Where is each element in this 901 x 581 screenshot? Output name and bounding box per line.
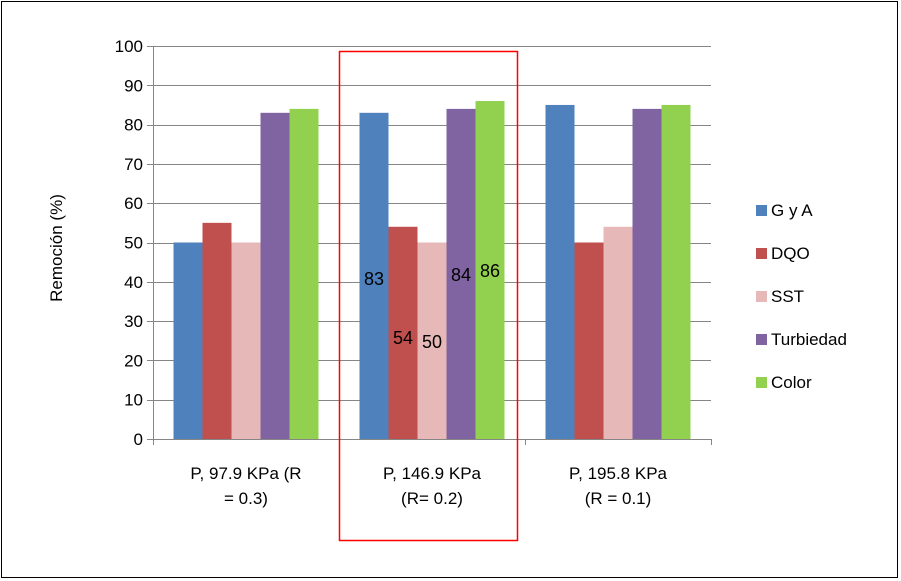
y-axis-title: Remoción (%) [47, 194, 66, 302]
y-tick-label: 40 [124, 273, 143, 292]
category-label: P, 97.9 KPa (R [190, 464, 301, 483]
category-label: P, 195.8 KPa [569, 464, 668, 483]
bar [289, 108, 319, 439]
bar [173, 242, 203, 439]
legend-label: DQO [771, 244, 810, 263]
legend-label: SST [771, 287, 804, 306]
legend-label: G y A [771, 201, 813, 220]
y-tick-label: 50 [124, 234, 143, 253]
data-label: 54 [393, 328, 413, 348]
bar [202, 222, 232, 439]
legend-label: Turbiedad [771, 330, 847, 349]
y-tick-label: 90 [124, 76, 143, 95]
data-label: 84 [451, 265, 471, 285]
bar [359, 112, 389, 439]
y-tick-label: 10 [124, 391, 143, 410]
bar [446, 108, 476, 439]
legend-swatch [756, 205, 767, 216]
y-tick-label: 20 [124, 351, 143, 370]
data-label: 83 [364, 269, 384, 289]
data-label: 86 [480, 261, 500, 281]
category-label: (R = 0.1) [585, 489, 652, 508]
y-tick-label: 60 [124, 194, 143, 213]
legend-swatch [756, 377, 767, 388]
bar [475, 101, 505, 440]
bar [388, 226, 418, 439]
bar [417, 242, 447, 439]
data-labels: 83 54 50 84 86 [364, 261, 500, 352]
legend-label: Color [771, 373, 812, 392]
category-labels: P, 97.9 KPa (R = 0.3) P, 146.9 KPa (R= 0.2)… [190, 464, 667, 508]
data-label: 50 [422, 332, 442, 352]
axes [147, 46, 712, 445]
legend-swatch [756, 334, 767, 345]
bar [545, 104, 575, 439]
y-tick-label: 100 [115, 37, 143, 56]
bar [632, 108, 662, 439]
legend: G y A DQO SST Turbiedad Color [756, 201, 847, 392]
y-tick-label: 70 [124, 155, 143, 174]
bar [574, 242, 604, 439]
y-tick-label: 80 [124, 116, 143, 135]
y-tick-label: 0 [134, 430, 143, 449]
y-tick-labels: 0 10 20 30 40 50 60 70 80 90 100 [115, 37, 143, 449]
bar [661, 104, 691, 439]
legend-swatch [756, 248, 767, 259]
highlight-box [338, 50, 519, 542]
category-label: (R= 0.2) [401, 489, 463, 508]
bar [231, 242, 261, 439]
bars [173, 101, 691, 440]
legend-swatch [756, 291, 767, 302]
bar [260, 112, 290, 439]
category-label: P, 146.9 KPa [383, 464, 482, 483]
y-tick-label: 30 [124, 312, 143, 331]
category-label: = 0.3) [224, 489, 268, 508]
bar [603, 226, 633, 439]
